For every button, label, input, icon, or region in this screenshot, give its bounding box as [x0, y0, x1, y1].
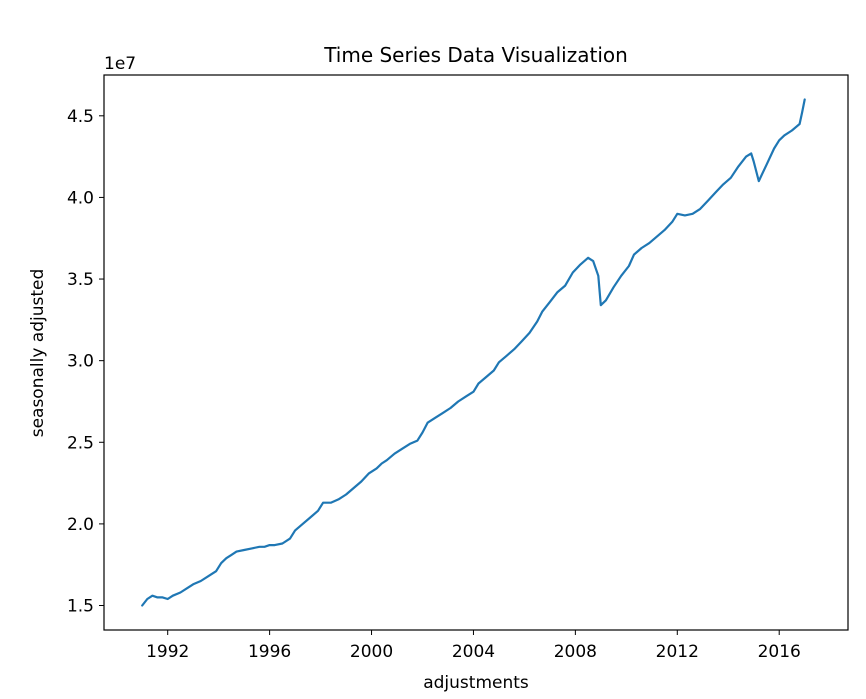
y-tick-label: 2.0: [67, 515, 94, 535]
series-line: [141, 98, 806, 607]
chart-title: Time Series Data Visualization: [323, 43, 628, 67]
x-tick-label: 2012: [656, 642, 699, 662]
x-tick-label: 2004: [452, 642, 495, 662]
x-tick-label: 2008: [554, 642, 597, 662]
y-tick-label: 1.5: [67, 597, 94, 617]
x-tick-label: 2000: [350, 642, 393, 662]
x-tick-label: 1992: [146, 642, 189, 662]
y-tick-label: 4.5: [67, 107, 94, 127]
plot-frame: [103, 74, 849, 631]
x-axis-title: adjustments: [423, 673, 529, 693]
y-tick-label: 3.5: [67, 270, 94, 290]
x-tick-label: 2016: [758, 642, 801, 662]
y-axis-title: seasonally adjusted: [28, 269, 48, 438]
y-tick-label: 3.0: [67, 352, 94, 372]
y-tick-label: 4.0: [67, 188, 94, 208]
x-tick-label: 1996: [248, 642, 291, 662]
plot-area: [141, 98, 806, 607]
y-tick-label: 2.5: [67, 433, 94, 453]
axis-ticks: 1992 1996 2000 2004 2008 2012 2016 1.5 2.0 2.5 3.0…: [67, 107, 801, 662]
y-offset-label: 1e7: [104, 54, 136, 74]
